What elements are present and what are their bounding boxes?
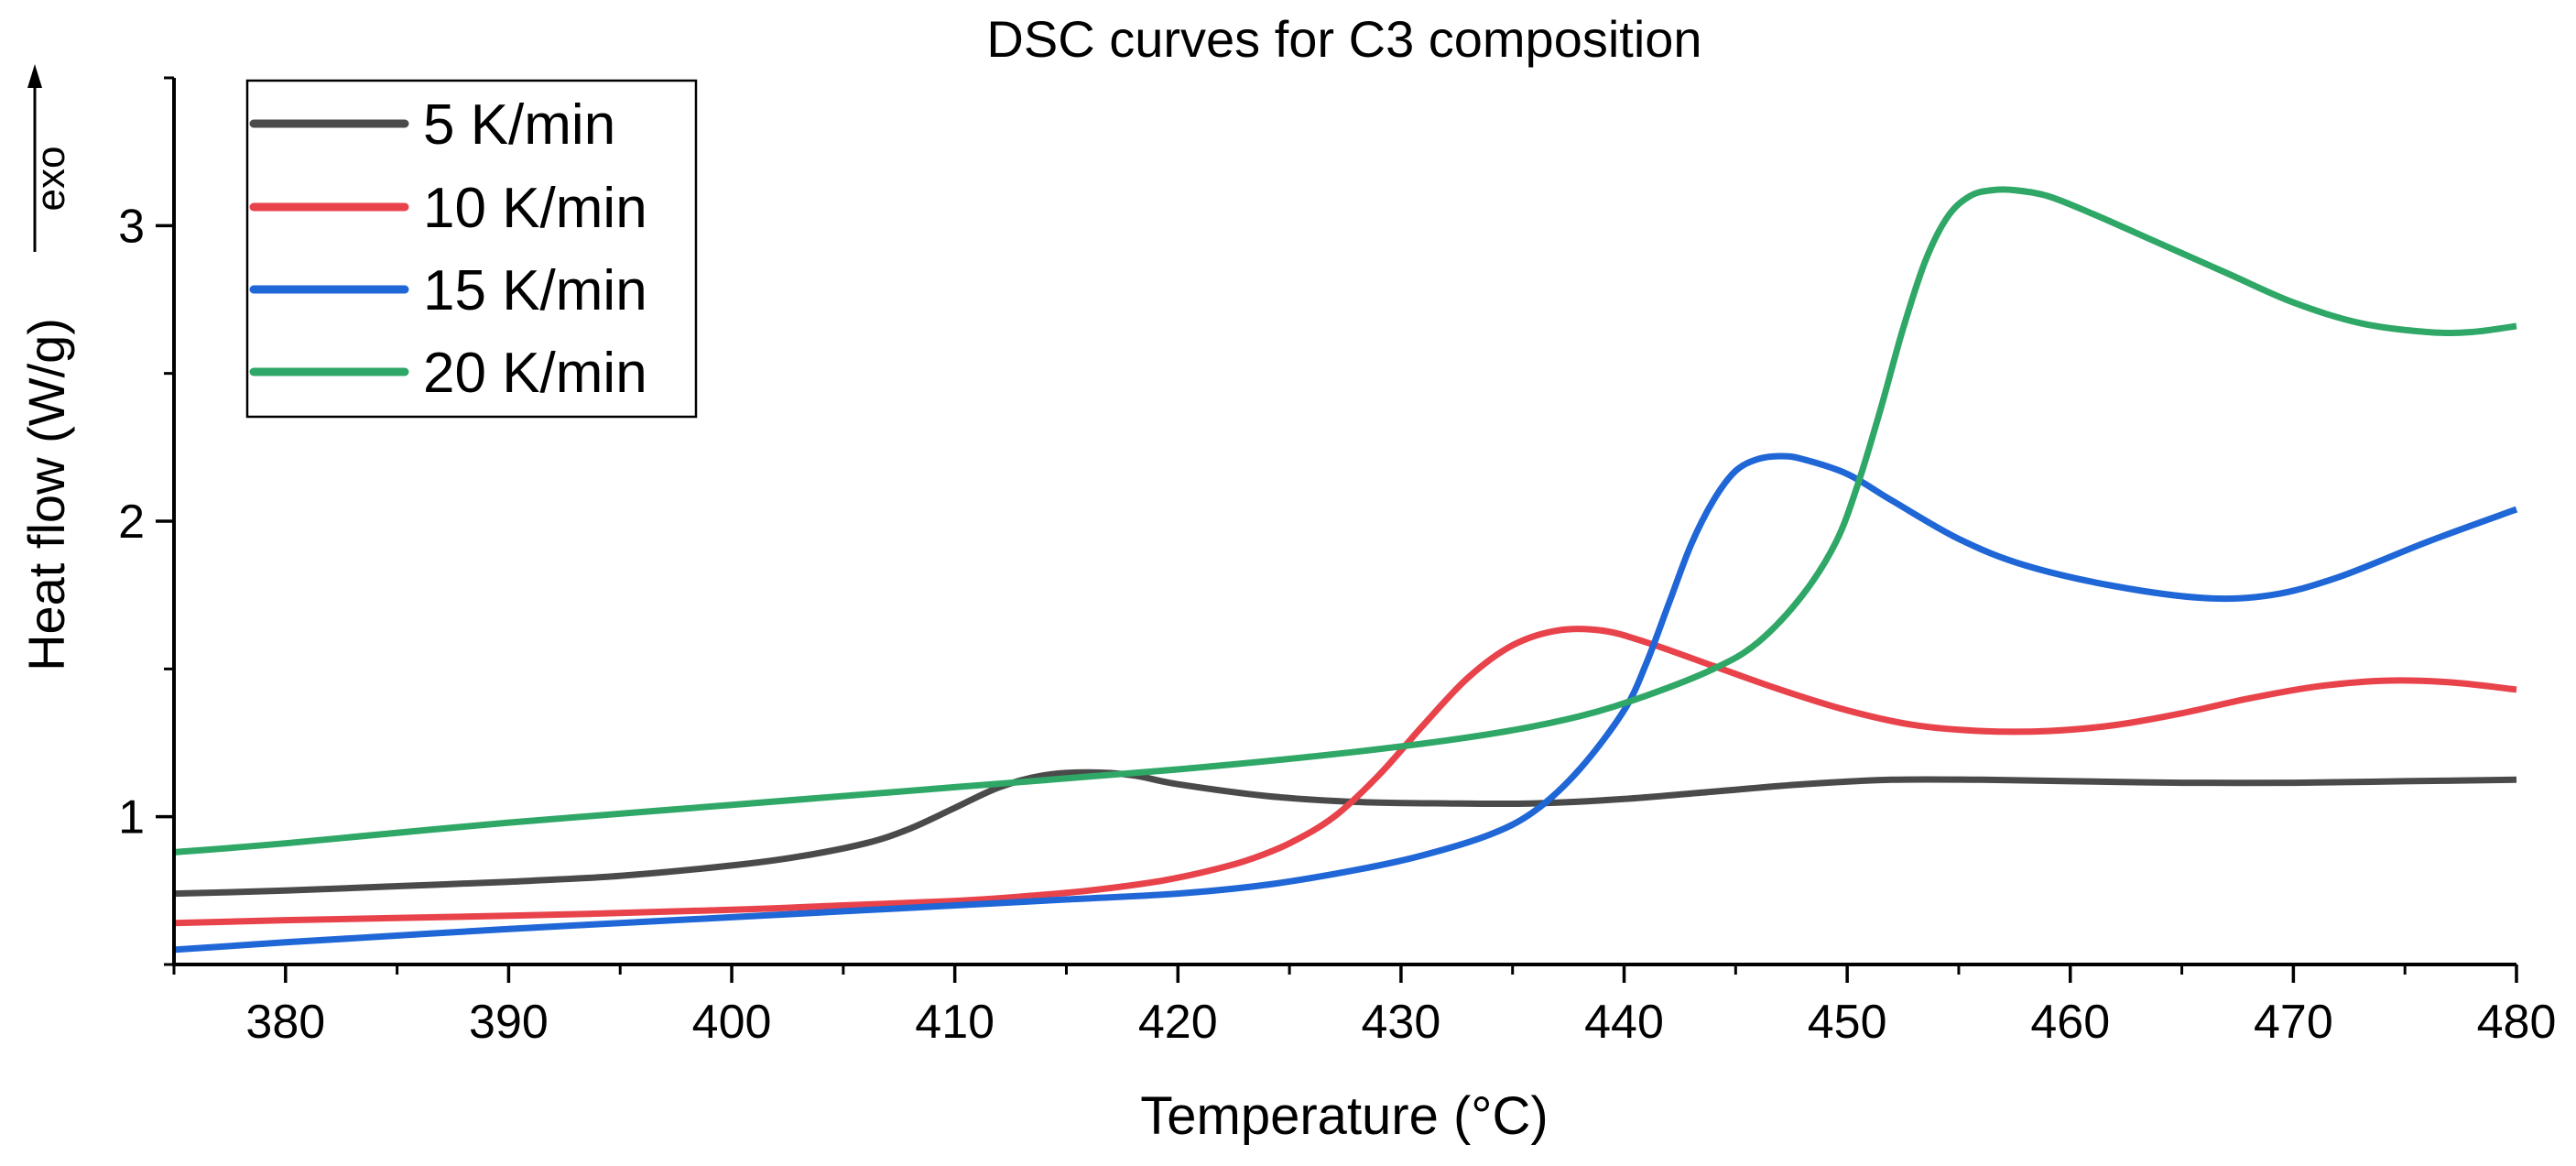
x-tick-label-410: 410 xyxy=(915,996,995,1049)
x-tick-label-390: 390 xyxy=(469,996,549,1049)
x-tick-label-450: 450 xyxy=(1808,996,1887,1049)
chart-title: DSC curves for C3 composition xyxy=(986,10,1701,68)
x-tick-label-480: 480 xyxy=(2477,996,2557,1049)
legend-box xyxy=(245,79,698,419)
legend: 5 K/min 10 K/min 15 K/min 20 K/min xyxy=(245,79,698,419)
exo-indicator: exo xyxy=(27,64,73,252)
series-layer xyxy=(173,186,2518,954)
x-tick-label-380: 380 xyxy=(245,996,325,1049)
legend-label-10k: 10 K/min xyxy=(423,177,647,240)
x-tick-label-470: 470 xyxy=(2254,996,2333,1049)
ticks-layer: 380 390 400 410 420 430 440 450 460 470 480 1 2 3 xyxy=(118,76,2557,1049)
series-line-5-k-min xyxy=(173,768,2517,898)
series-line-20-k-min xyxy=(173,186,2517,855)
exo-label: exo xyxy=(28,147,73,212)
series-line-10-k-min xyxy=(173,626,2517,927)
x-tick-label-460: 460 xyxy=(2030,996,2110,1049)
legend-label-5k: 5 K/min xyxy=(423,93,615,157)
x-axis-label: Temperature (°C) xyxy=(1140,1086,1548,1146)
y-tick-label-3: 3 xyxy=(118,200,145,253)
y-tick-label-2: 2 xyxy=(118,496,145,549)
y-tick-label-1: 1 xyxy=(118,791,145,845)
series-line-15-k-min xyxy=(173,452,2518,954)
exo-arrowhead-icon xyxy=(27,64,42,88)
legend-label-15k: 15 K/min xyxy=(423,259,647,322)
y-axis-label: Heat flow (W/g) xyxy=(17,318,75,671)
x-tick-label-420: 420 xyxy=(1138,996,1218,1049)
legend-label-20k: 20 K/min xyxy=(423,342,647,405)
x-tick-label-430: 430 xyxy=(1362,996,1441,1049)
x-tick-label-440: 440 xyxy=(1584,996,1664,1049)
x-tick-label-400: 400 xyxy=(692,996,772,1049)
